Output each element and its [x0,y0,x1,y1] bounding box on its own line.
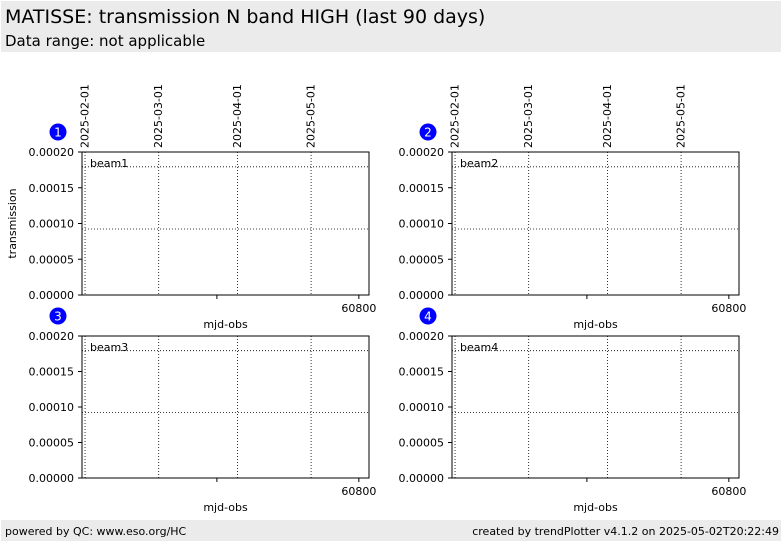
x-axis-label: mjd-obs [573,318,618,331]
y-tick-label: 0.00020 [29,146,75,159]
panel-number-label: 2 [424,126,432,140]
panel-number-badge [49,307,67,325]
y-tick-label: 0.00020 [399,146,445,159]
beam-label: beam4 [460,341,498,354]
beam-label: beam3 [90,341,128,354]
panel-number-badge [419,307,437,325]
beam-label: beam1 [90,157,128,170]
y-tick-label: 0.00005 [399,437,445,450]
plot-frame [81,335,370,479]
y-tick-label: 0.00015 [399,366,445,379]
top-date-tick-label: 2025-04-01 [601,84,614,148]
x-tick-label: 60800 [341,302,376,315]
y-tick-label: 0.00010 [29,218,75,231]
y-tick-label: 0.00015 [29,182,75,195]
x-axis-label: mjd-obs [203,501,248,514]
y-tick-label: 0.00000 [29,472,75,485]
chart-panel-3: 0.00000 0.00005 0.00010 0.00015 0.00020 60800… [29,307,376,514]
y-tick-label: 0.00005 [29,437,75,450]
top-date-tick-label: 2025-05-01 [675,84,688,148]
plot-frame [451,335,740,479]
x-tick-label: 60800 [341,485,376,498]
panel-number-badge [419,123,437,141]
x-axis-label: mjd-obs [573,501,618,514]
panel-number-label: 3 [54,310,62,324]
panel-number-badge [49,123,67,141]
top-date-tick-label: 2025-02-01 [79,84,92,148]
footer-bar: powered by QC: www.eso.org/HC created by… [1,520,781,541]
top-date-tick-label: 2025-03-01 [152,84,165,148]
y-tick-label: 0.00020 [399,330,445,343]
top-date-tick-label: 2025-04-01 [231,84,244,148]
x-tick-label: 60800 [711,302,746,315]
y-tick-label: 0.00000 [399,289,445,302]
page-title: MATISSE: transmission N band HIGH (last … [5,6,486,28]
y-tick-label: 0.00015 [29,366,75,379]
plot-frame [451,151,740,296]
plot-frame [81,151,370,296]
y-tick-label: 0.00010 [29,401,75,414]
y-tick-label: 0.00010 [399,401,445,414]
y-axis-label: transmission [6,188,19,258]
chart-panel-1: 0.00000 0.00005 0.00010 0.00015 0.00020 60800… [6,84,376,331]
y-tick-label: 0.00005 [399,253,445,266]
panel-number-label: 1 [54,126,62,140]
y-tick-label: 0.00000 [29,289,75,302]
top-date-tick-label: 2025-03-01 [522,84,535,148]
y-tick-label: 0.00005 [29,253,75,266]
x-tick-label: 60800 [711,485,746,498]
top-date-tick-label: 2025-05-01 [305,84,318,148]
footer-generator: created by trendPlotter v4.1.2 on 2025-0… [472,525,779,538]
page-subtitle: Data range: not applicable [5,32,206,50]
y-tick-label: 0.00010 [399,218,445,231]
beam-label: beam2 [460,157,498,170]
chart-panel-4: 0.00000 0.00005 0.00010 0.00015 0.00020 60800… [399,307,746,514]
x-axis-label: mjd-obs [203,318,248,331]
chart-panel-2: 0.00000 0.00005 0.00010 0.00015 0.00020 60800… [399,84,747,331]
y-tick-label: 0.00020 [29,330,75,343]
y-tick-label: 0.00015 [399,182,445,195]
header-bar: MATISSE: transmission N band HIGH (last … [1,1,781,52]
y-tick-label: 0.00000 [399,472,445,485]
top-date-tick-label: 2025-02-01 [449,84,462,148]
panel-number-label: 4 [424,310,432,324]
footer-credit: powered by QC: www.eso.org/HC [5,525,187,538]
